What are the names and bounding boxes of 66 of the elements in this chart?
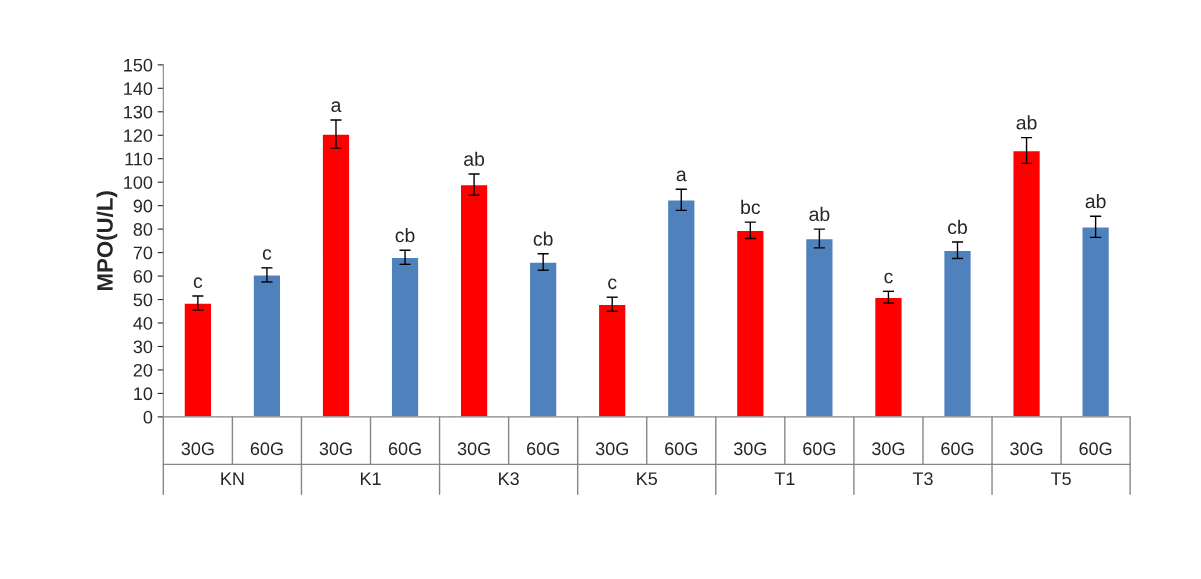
x-tick-label: 30G [872,442,905,456]
data-label: c [262,249,272,260]
data-label: bc [741,199,761,215]
y-axis-title: MPO(U/L) [96,191,118,290]
x-tick-label: 60G [803,442,836,456]
text: T1 [774,472,795,485]
y-tick-label: 50 [133,293,153,307]
data-label: cb [395,227,415,243]
bar [528,261,558,417]
y-tick-label: 30 [133,340,153,354]
data-label: cb [948,219,967,235]
text: K5 [637,472,658,486]
x-tick-label: 60G [941,442,974,456]
x-tick-label: 30G [457,442,490,456]
bar [183,302,213,417]
x-tick-label: 60G [665,442,697,456]
y-tick-label: 60 [133,270,153,283]
x-tick-label: 30G [595,442,628,456]
data-label: cb [533,231,553,246]
x-tick-label: 60G [388,442,421,456]
data-label: ab [464,151,485,166]
y-tick-label: 40 [133,316,153,330]
text: T3 [912,472,933,486]
bar [321,133,351,417]
data-label: a [676,170,687,182]
y-tick-label: 100 [124,176,153,189]
data-label: ab [809,206,830,222]
data-label: c [608,278,617,290]
y-tick-label: 140 [124,82,153,96]
y-tick-label: 0 [143,410,153,424]
data-label: c [193,277,203,289]
y-tick-label: 80 [133,223,153,236]
x-tick-label: 60G [527,442,559,456]
bar [942,249,973,417]
data-label: ab [1016,115,1037,130]
data-label: a [331,101,342,112]
x-tick-label: 60G [250,442,283,456]
bar [1081,226,1111,417]
bar [252,274,282,417]
bar [873,296,903,417]
y-tick-label: 10 [134,387,153,401]
bar [666,199,696,417]
bar [390,256,420,417]
text: K1 [360,472,381,485]
x-tick-label: 30G [181,442,214,456]
y-tick-label: 20 [133,363,153,377]
bar [597,303,627,417]
y-tick-label: 130 [124,105,153,119]
data-label: c [884,272,893,284]
bar [1012,149,1042,417]
bar [804,237,834,417]
y-tick-label: 110 [125,152,153,166]
x-tick-label: 30G [1010,442,1043,456]
y-tick-label: 150 [124,58,153,72]
x-tick-label: 30G [319,442,352,456]
x-tick-label: 30G [733,442,767,456]
bar [735,229,765,417]
y-tick-label: 70 [133,246,153,260]
y-tick-label: 120 [124,129,153,142]
text: T5 [1050,472,1071,486]
data-label: ab [1085,193,1106,209]
text: KN [221,472,244,485]
x-tick-label: 60G [1079,442,1112,456]
bar [459,183,489,417]
y-tick-label: 90 [133,199,153,213]
text: K3 [499,472,519,486]
